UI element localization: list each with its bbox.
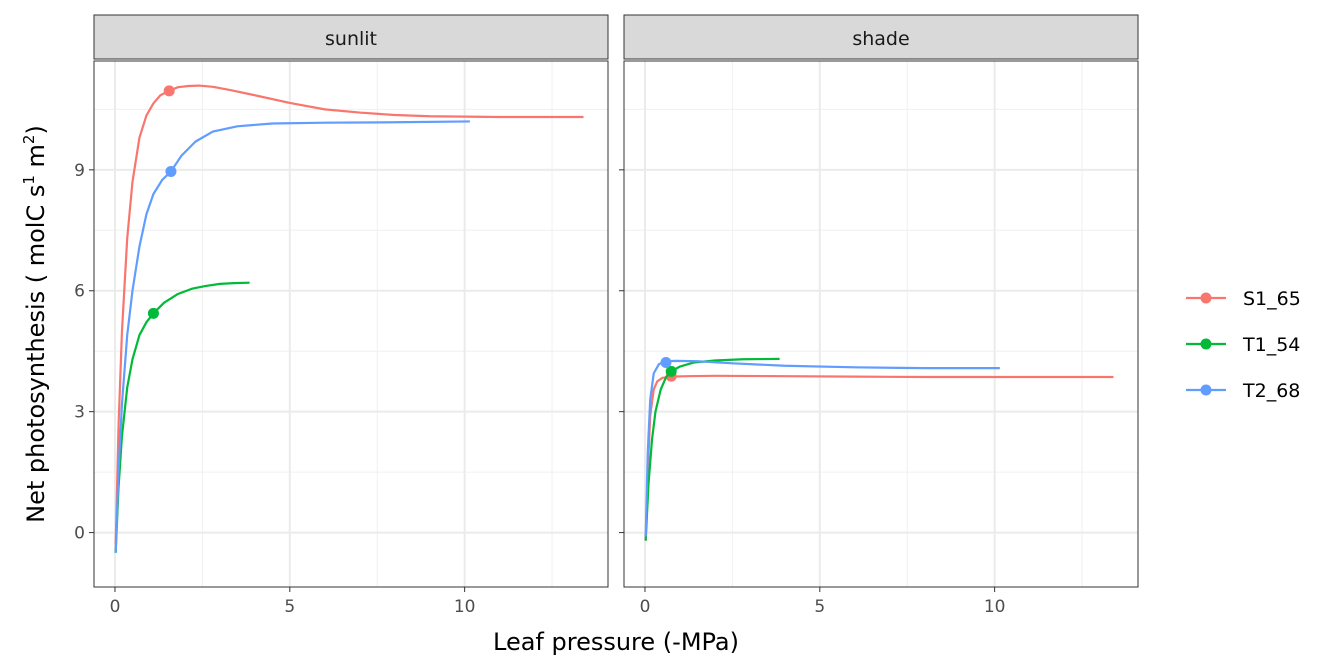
y-axis-title-sup: 1 <box>20 175 38 185</box>
legend-item-T1_54: T1_54 <box>1186 334 1300 356</box>
y-axis-title: Net photosynthesis ( molC s1 m2) <box>20 125 50 523</box>
x-tick-label: 0 <box>110 597 121 617</box>
facet-strip <box>623 14 1139 60</box>
legend-item-T2_68: T2_68 <box>1186 380 1300 402</box>
legend-item-S1_65: S1_65 <box>1186 288 1301 310</box>
legend-label: S1_65 <box>1243 288 1301 310</box>
legend-label: T2_68 <box>1242 380 1300 402</box>
facet-strip-label: sunlit <box>325 28 377 50</box>
facet-shade: shade 0 5 10 <box>619 14 1139 617</box>
series-point-T1_54 <box>147 307 159 319</box>
panel-border <box>623 60 1139 588</box>
panel-border <box>93 60 609 588</box>
facet-strip <box>93 14 609 60</box>
y-tick-label: 9 <box>74 161 85 181</box>
x-tick-label: 5 <box>814 597 825 617</box>
y-axis-title-part: Net photosynthesis ( molC s <box>22 185 50 523</box>
y-tick-label: 0 <box>74 524 85 544</box>
legend-key-point <box>1200 384 1212 396</box>
series-line-T2_68 <box>644 359 1000 537</box>
legend: S1_65 T1_54 T2_68 <box>1186 288 1301 402</box>
series-line-T2_68 <box>114 120 470 553</box>
x-axis-title: Leaf pressure (-MPa) <box>493 628 739 656</box>
panel-background <box>94 61 608 587</box>
facet-sunlit: sunlit 0 5 10 0 3 6 9 <box>74 14 609 617</box>
facet-panels: sunlit 0 5 10 0 3 6 9 shade 0 5 10 <box>74 14 1139 617</box>
y-axis-title-part: m <box>22 144 50 175</box>
x-tick-label: 10 <box>984 597 1006 617</box>
x-tick-label: 0 <box>640 597 651 617</box>
series-point-S1_65 <box>163 85 175 97</box>
series-point-T1_54 <box>665 365 677 377</box>
y-tick-label: 3 <box>74 403 85 423</box>
series-line-S1_65 <box>644 374 1114 541</box>
series-point-T2_68 <box>660 356 672 368</box>
x-tick-label: 5 <box>284 597 295 617</box>
series-point-T2_68 <box>165 165 177 177</box>
y-axis-title-sup: 2 <box>20 135 38 145</box>
x-tick-label: 10 <box>454 597 476 617</box>
y-tick-label: 6 <box>74 282 85 302</box>
series-line-S1_65 <box>114 84 584 545</box>
legend-key-point <box>1200 292 1212 304</box>
legend-label: T1_54 <box>1242 334 1300 356</box>
y-axis-title-part: ) <box>22 125 50 134</box>
legend-key-point <box>1200 338 1212 350</box>
facet-strip-label: shade <box>852 28 909 50</box>
panel-background <box>624 61 1138 587</box>
